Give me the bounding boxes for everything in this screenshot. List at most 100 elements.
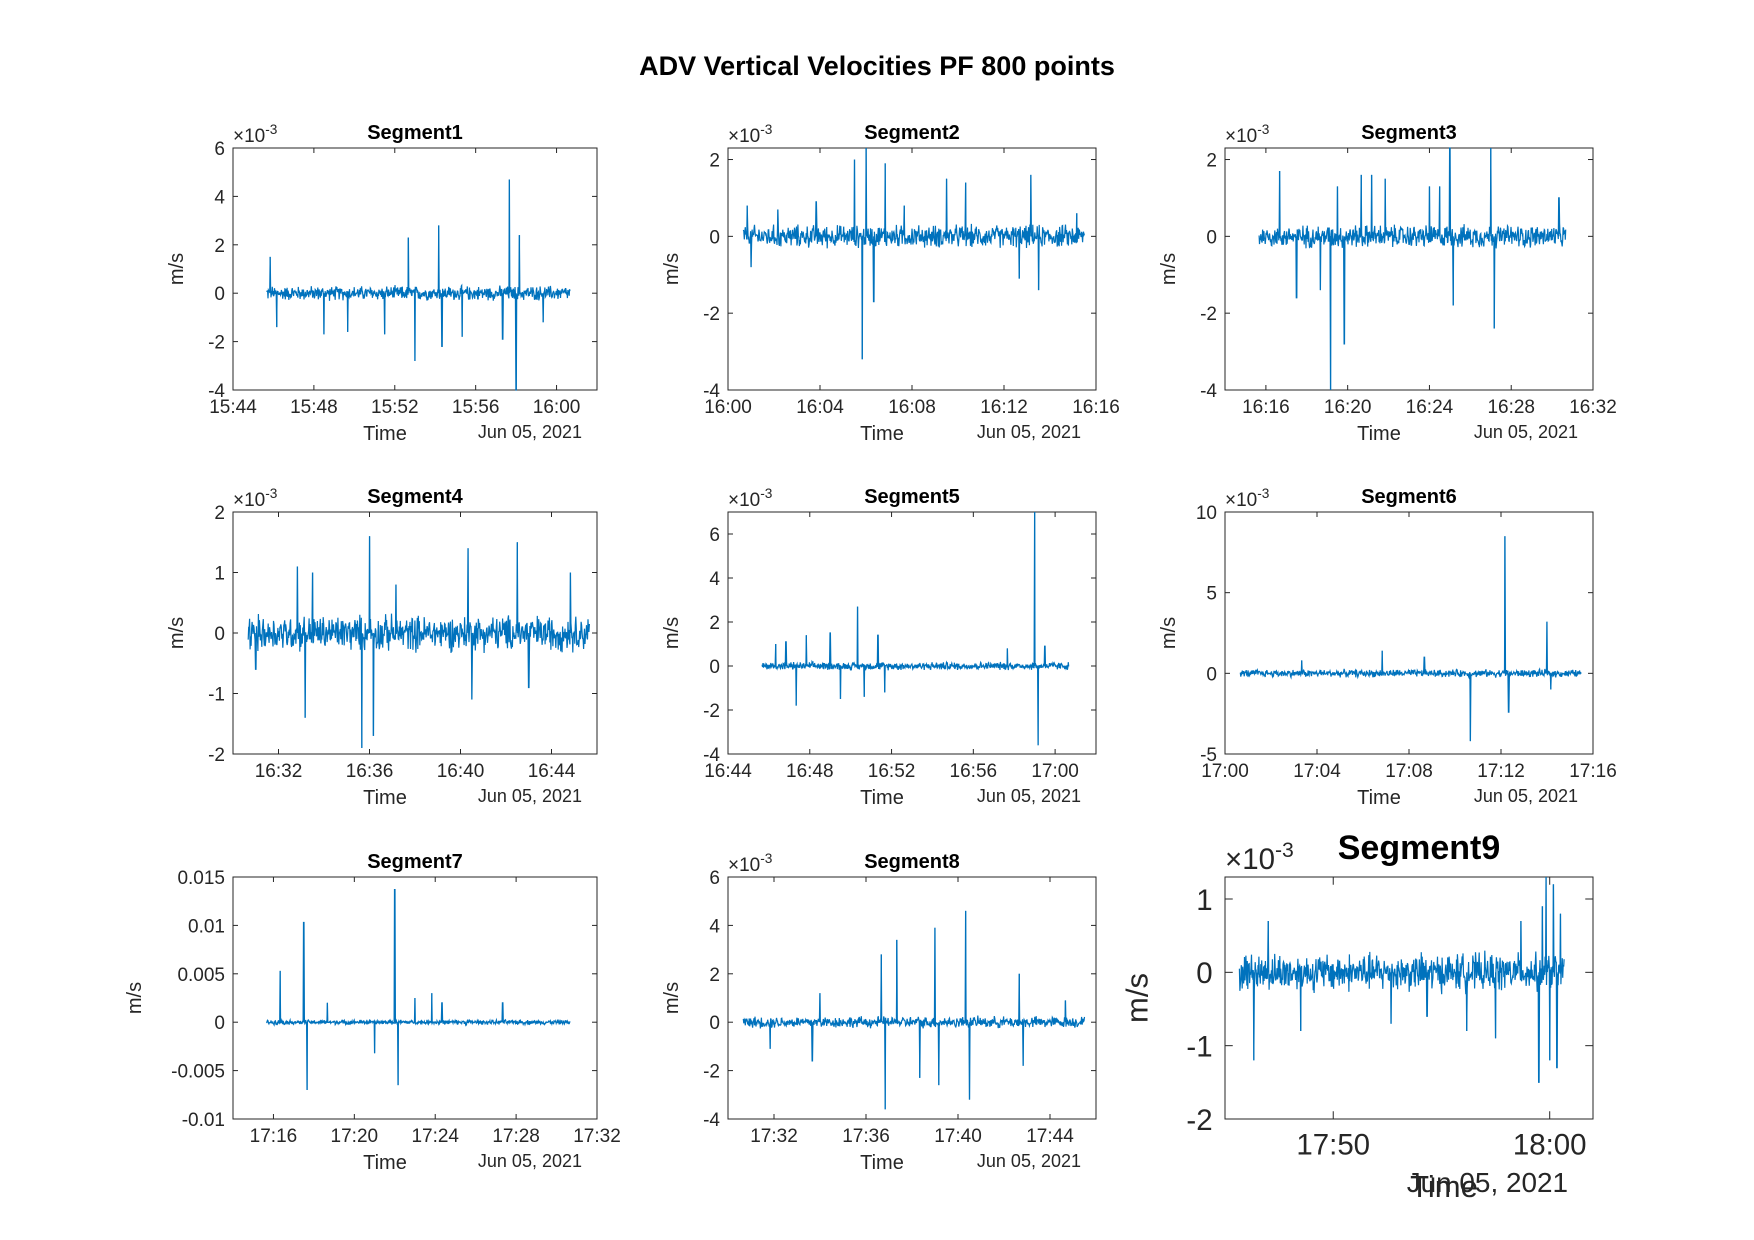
panel-8-xtick-label: 17:44 — [1026, 1126, 1074, 1147]
panel-3-ytick-label: -2 — [1200, 304, 1217, 325]
panel-5-title: Segment5 — [864, 486, 960, 508]
panel-2-series-line — [742, 147, 1086, 360]
panel-5-xdate-label: Jun 05, 2021 — [977, 786, 1081, 806]
panel-2-title: Segment2 — [864, 122, 960, 144]
panel-6-ytick-label: 5 — [1206, 584, 1217, 605]
panel-8-title: Segment8 — [864, 851, 960, 873]
panel-9-xlabel: Time — [1410, 1169, 1478, 1204]
panel-5-ytick-label: 0 — [709, 657, 720, 678]
panel-1-ytick-label: 6 — [214, 139, 225, 160]
panel-8-ytick-label: 4 — [709, 916, 720, 937]
panel-5-xtick-label: 16:52 — [868, 761, 916, 782]
panel-2-xtick-label: 16:16 — [1072, 397, 1120, 418]
panel-5-xtick-label: 16:44 — [704, 761, 752, 782]
panel-1-xtick-label: 15:52 — [371, 397, 419, 418]
panel-8-ytick-label: 0 — [709, 1013, 720, 1034]
panel-9-title: Segment9 — [1338, 829, 1501, 867]
panel-6-xtick-label: 17:16 — [1569, 761, 1617, 782]
panel-6-ytick-label: 10 — [1196, 503, 1217, 524]
panel-3-xtick-label: 16:32 — [1569, 397, 1617, 418]
panel-7-series-line — [266, 888, 571, 1091]
panel-7-xlabel: Time — [363, 1152, 407, 1174]
panel-4-xdate-label: Jun 05, 2021 — [478, 786, 582, 806]
figure-title: ADV Vertical Velocities PF 800 points — [639, 51, 1115, 81]
panel-1-xdate-label: Jun 05, 2021 — [478, 422, 582, 442]
panel-3-ytick-label: 2 — [1206, 151, 1217, 172]
panel-1-xtick-label: 15:48 — [290, 397, 338, 418]
panel-4-title: Segment4 — [367, 486, 463, 508]
panel-4-xtick-label: 16:36 — [346, 761, 394, 782]
panel-5-ytick-label: -2 — [703, 701, 720, 722]
panel-3-ylabel: m/s — [1158, 253, 1180, 285]
panel-6-xtick-label: 17:12 — [1477, 761, 1525, 782]
panel-5-xlabel: Time — [860, 787, 904, 809]
panel-5-ytick-label: 4 — [709, 569, 720, 590]
panel-7-xtick-label: 17:16 — [250, 1126, 298, 1147]
panel-4-xtick-label: 16:32 — [255, 761, 303, 782]
panel-9-ytick-label: -1 — [1186, 1031, 1212, 1064]
panel-7-ytick-label: 0.015 — [177, 868, 225, 889]
panel-3-xtick-label: 16:16 — [1242, 397, 1290, 418]
panel-8-ytick-label: -2 — [703, 1062, 720, 1083]
panel-7-ytick-label: -0.005 — [171, 1062, 225, 1083]
panel-9-xtick-label: 18:00 — [1513, 1129, 1587, 1162]
panel-3: 16:16 16:20 16:24 16:28 16:32-4-202Segment3×… — [1158, 122, 1617, 445]
panel-7-ytick-label: 0 — [214, 1013, 225, 1034]
panel-5: 16:44 16:48 16:52 16:56 17:00 -4 -2 0 2 4 6 Segment… — [661, 486, 1097, 809]
panel-5-ytick-label: -4 — [703, 745, 720, 766]
panel-1-ytick-label: 2 — [214, 236, 225, 257]
panel-6-xdate-label: Jun 05, 2021 — [1474, 786, 1578, 806]
panel-6-ytick-label: -5 — [1200, 745, 1217, 766]
panel-6-ytick-label: 0 — [1206, 664, 1217, 685]
panel-6-series-line — [1239, 536, 1582, 742]
panel-3-ytick-label: -4 — [1200, 381, 1217, 402]
panel-6-xtick-label: 17:00 — [1201, 761, 1249, 782]
panel-7-xtick-label: 17:32 — [573, 1126, 621, 1147]
panel-6-ylabel: m/s — [1158, 617, 1180, 649]
panel-7: 17:16 17:20 17:24 17:28 17:32 -0.01 -0.005 0 0.0… — [124, 851, 621, 1174]
panel-2-ytick-label: 0 — [709, 227, 720, 248]
panel-4-ytick-label: -2 — [208, 745, 225, 766]
panel-7-xdate-label: Jun 05, 2021 — [478, 1151, 582, 1171]
panel-1-xlabel: Time — [363, 423, 407, 445]
panel-2: 16:00 16:04 16:08 16:12 16:16-4-202Segment2×… — [661, 122, 1120, 445]
panel-2-xtick-label: 16:04 — [796, 397, 844, 418]
panel-9-ytick-label: 0 — [1196, 957, 1212, 990]
panel-7-ytick-label: -0.01 — [182, 1110, 225, 1131]
panel-2-xtick-label: 16:00 — [704, 397, 752, 418]
panel-4-xtick-label: 16:40 — [437, 761, 485, 782]
panel-5-series-line — [761, 511, 1070, 746]
panel-9-xtick-label: 17:50 — [1296, 1129, 1370, 1162]
panel-4-ytick-label: -1 — [208, 685, 225, 706]
panel-3-xtick-label: 16:24 — [1406, 397, 1454, 418]
panel-9-series-line — [1238, 876, 1565, 1083]
panel-2-ytick-label: 2 — [709, 151, 720, 172]
panel-2-xlabel: Time — [860, 423, 904, 445]
panel-2-xdate-label: Jun 05, 2021 — [977, 422, 1081, 442]
panel-6-xtick-label: 17:08 — [1385, 761, 1433, 782]
panel-3-xtick-label: 16:28 — [1487, 397, 1535, 418]
panel-7-axes-box — [232, 876, 598, 1120]
panel-5-exponent-power: -3 — [760, 486, 772, 501]
panel-8-exponent-power: -3 — [760, 851, 772, 866]
panel-5-xtick-label: 16:48 — [786, 761, 834, 782]
panel-1-exponent-power: -3 — [265, 122, 277, 137]
panel-9: 17:50 18:00-2-101Segment9×10-3m/sTimeJun … — [1120, 829, 1594, 1204]
panel-8-ytick-label: 6 — [709, 868, 720, 889]
panel-8: 17:32 17:36 17:40 17:44-4-20246Segment8×10-… — [661, 851, 1097, 1174]
panel-3-exponent-power: -3 — [1257, 122, 1269, 137]
panel-4-ytick-label: 2 — [214, 503, 225, 524]
panel-1-ytick-label: -4 — [208, 381, 225, 402]
panel-7-title: Segment7 — [367, 851, 463, 873]
panel-8-xdate-label: Jun 05, 2021 — [977, 1151, 1081, 1171]
panel-8-xtick-label: 17:40 — [934, 1126, 982, 1147]
panel-1-axes-box — [232, 147, 598, 391]
panel-5-ytick-label: 2 — [709, 613, 720, 634]
panel-3-series-line — [1258, 147, 1567, 391]
panel-8-xtick-label: 17:36 — [842, 1126, 890, 1147]
panel-1-xtick-label: 16:00 — [533, 397, 581, 418]
panel-2-xtick-label: 16:12 — [980, 397, 1028, 418]
panel-8-xtick-label: 17:32 — [750, 1126, 798, 1147]
